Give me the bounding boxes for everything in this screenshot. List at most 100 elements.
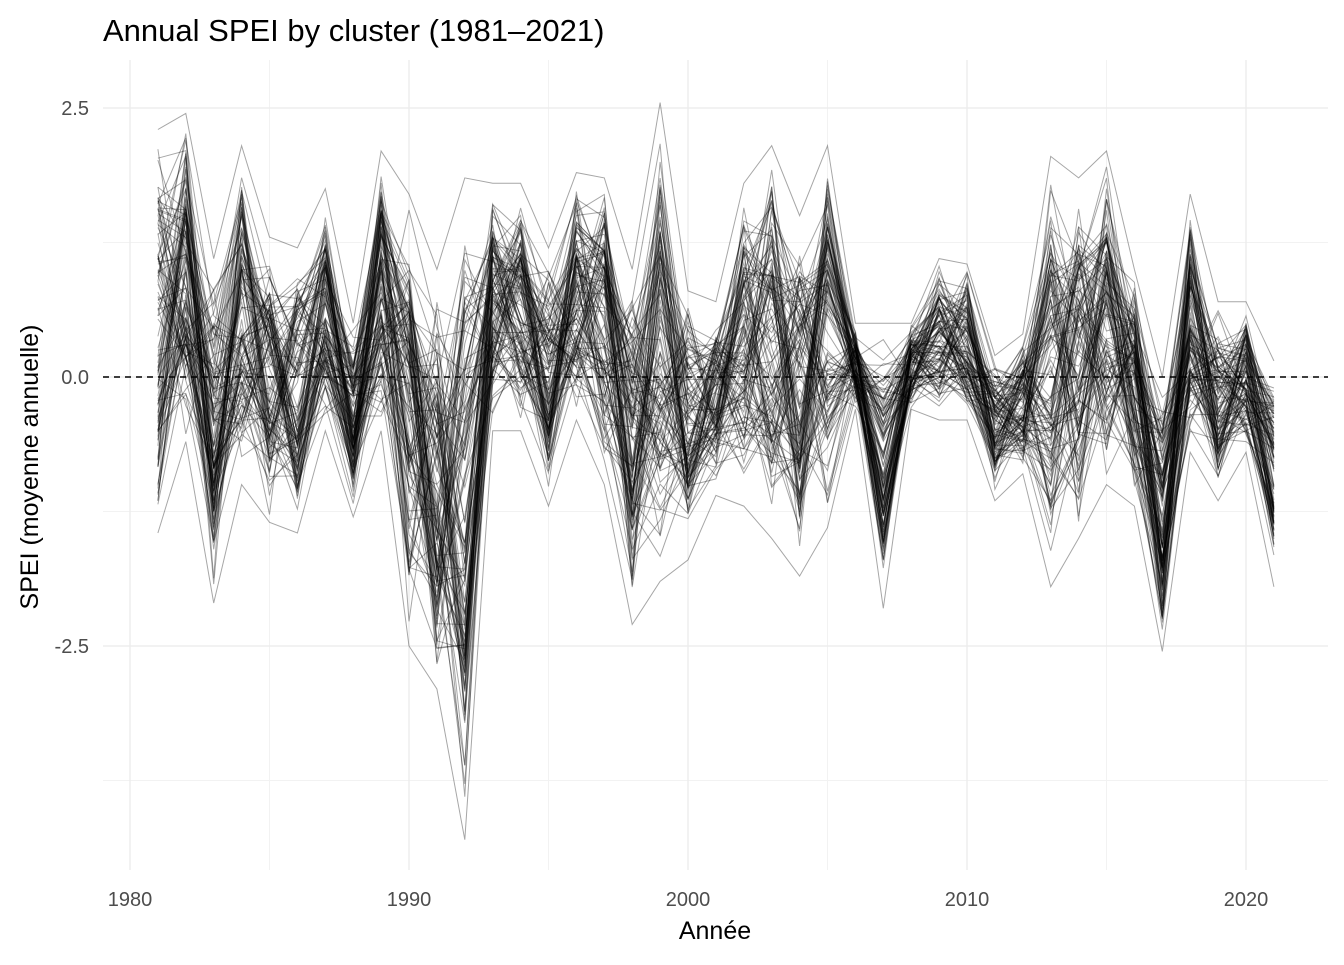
series-line — [157, 233, 1275, 665]
series-line — [157, 232, 1275, 619]
series-line — [157, 197, 1275, 630]
series-line — [157, 184, 1275, 673]
series-line — [157, 198, 1275, 638]
series-line — [157, 227, 1275, 570]
series-line — [157, 196, 1275, 649]
series-line — [157, 210, 1275, 563]
series-line — [157, 178, 1275, 609]
series-line — [157, 178, 1275, 615]
series-line — [157, 207, 1275, 797]
series-line — [157, 186, 1275, 692]
series-line — [157, 220, 1275, 626]
series-line — [157, 157, 1275, 550]
series-line — [157, 226, 1275, 638]
series-line — [157, 206, 1275, 615]
series-line — [157, 211, 1275, 520]
grid — [103, 60, 1328, 870]
series-line — [157, 214, 1275, 605]
series-line — [157, 143, 1275, 575]
series-line — [157, 187, 1275, 616]
series-line — [157, 186, 1275, 543]
series-line — [157, 190, 1275, 585]
series-line — [157, 211, 1275, 623]
series-line — [157, 211, 1275, 674]
y-tick-label: 0.0 — [61, 367, 89, 389]
series-line — [157, 208, 1275, 603]
series-line — [157, 245, 1275, 613]
series-line — [157, 224, 1275, 548]
series-line — [157, 194, 1275, 576]
series-line — [157, 220, 1275, 673]
x-tick-label: 1990 — [387, 889, 432, 911]
series-line — [157, 234, 1275, 650]
series-line — [157, 207, 1275, 618]
x-tick-label: 1980 — [108, 889, 153, 911]
series-line — [157, 225, 1275, 651]
y-tick-label: -2.5 — [55, 636, 89, 658]
series-line — [157, 192, 1275, 580]
series-line — [157, 230, 1275, 619]
series-line — [157, 205, 1274, 570]
series-line — [157, 271, 1275, 573]
series-line — [157, 197, 1275, 545]
series-line — [157, 201, 1275, 588]
series-line — [157, 180, 1275, 622]
series-line — [157, 225, 1275, 668]
series-line — [157, 200, 1275, 711]
series-line — [157, 210, 1275, 557]
series-line — [157, 206, 1275, 598]
series-line — [157, 187, 1275, 676]
series-line — [157, 202, 1275, 564]
series-line — [157, 199, 1275, 617]
series-line — [157, 202, 1275, 518]
series-line — [157, 197, 1275, 516]
series-line — [157, 177, 1275, 578]
series-line — [157, 149, 1275, 606]
series-line — [157, 222, 1275, 565]
series-line — [157, 183, 1275, 588]
series-line — [157, 186, 1275, 542]
series-line — [157, 159, 1274, 628]
series-line — [157, 177, 1275, 642]
series-line — [157, 241, 1275, 689]
series-line — [157, 408, 1275, 840]
series-line — [157, 203, 1275, 643]
series-line — [157, 217, 1275, 656]
series-line — [157, 191, 1275, 547]
series-line — [157, 189, 1275, 623]
y-axis-ticks: 2.5 0.0 -2.5 — [55, 98, 89, 658]
series-line — [157, 226, 1275, 583]
series-line — [157, 213, 1275, 439]
series-line — [157, 140, 1275, 721]
chart-title: Annual SPEI by cluster (1981–2021) — [103, 13, 604, 48]
series-line — [157, 202, 1275, 723]
series-line — [157, 219, 1275, 587]
series-line — [157, 133, 1275, 715]
series-line — [157, 190, 1275, 571]
series-line — [157, 149, 1275, 766]
y-axis-title: SPEI (moyenne annuelle) — [16, 325, 44, 610]
series-line — [157, 166, 1275, 524]
series-line — [157, 169, 1275, 549]
series-line — [157, 201, 1275, 766]
series-line — [157, 190, 1275, 525]
series-line — [157, 201, 1275, 591]
series-line — [157, 184, 1275, 616]
series-line — [157, 187, 1275, 606]
series-line — [157, 211, 1275, 667]
series-line — [157, 185, 1275, 561]
series-line — [157, 219, 1275, 645]
x-axis-ticks: 1980 1990 2000 2010 2020 — [108, 889, 1269, 911]
series-line — [157, 188, 1275, 648]
series-line — [157, 156, 1275, 559]
series-line — [157, 186, 1275, 664]
series-line — [157, 245, 1275, 602]
series-line — [157, 217, 1275, 657]
series-line — [157, 161, 1275, 660]
series-lines — [157, 102, 1275, 840]
series-line — [157, 194, 1275, 530]
series-line — [157, 225, 1275, 574]
series-line — [157, 209, 1275, 587]
series-line — [157, 224, 1275, 586]
series-line — [157, 240, 1275, 529]
